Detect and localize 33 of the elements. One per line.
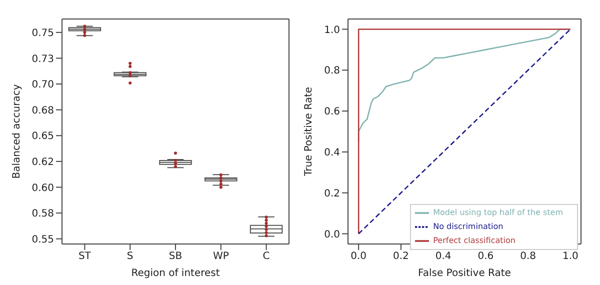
legend-label: Perfect classification bbox=[433, 236, 516, 246]
legend-label: Model using top half of the stem bbox=[433, 208, 563, 218]
y-axis-title: Balanced accuracy bbox=[12, 84, 23, 179]
y-tick-label: 0.0 bbox=[324, 229, 340, 240]
x-tick-label: C bbox=[262, 251, 270, 262]
y-tick-label: 0.8 bbox=[324, 66, 340, 77]
y-tick-label: 0.58 bbox=[32, 208, 54, 220]
y-axis-title: True Positive Rate bbox=[304, 86, 315, 178]
x-axis-title: Region of interest bbox=[131, 268, 220, 279]
x-tick-label: SB bbox=[168, 251, 182, 262]
x-tick-label: 0.8 bbox=[520, 251, 536, 262]
x-tick-label: 0.4 bbox=[435, 251, 452, 262]
y-tick-label: 0.62 bbox=[32, 156, 54, 168]
x-tick-label: ST bbox=[78, 251, 92, 262]
y-tick-label: 0.2 bbox=[324, 188, 340, 200]
y-tick-label: 0.68 bbox=[32, 105, 54, 116]
y-tick-label: 0.60 bbox=[32, 182, 54, 194]
y-tick-label: 0.65 bbox=[32, 131, 54, 142]
x-tick-label: 0.0 bbox=[350, 251, 367, 262]
x-tick-label: 0.6 bbox=[478, 251, 494, 262]
y-tick-label: 0.6 bbox=[324, 106, 340, 118]
x-tick-label: S bbox=[126, 251, 134, 262]
y-tick-label: 0.70 bbox=[32, 80, 54, 91]
y-tick-label: 0.4 bbox=[324, 148, 340, 159]
x-tick-label: 1.0 bbox=[562, 251, 578, 262]
y-tick-label: 1.0 bbox=[324, 24, 340, 36]
legend-label: No discrimination bbox=[433, 222, 504, 232]
y-tick-label: 0.55 bbox=[32, 234, 54, 246]
x-axis-title: False Positive Rate bbox=[418, 268, 511, 279]
y-tick-label: 0.73 bbox=[32, 54, 54, 65]
y-tick-label: 0.75 bbox=[32, 28, 54, 39]
x-tick-label: WP bbox=[212, 251, 229, 262]
x-tick-label: 0.2 bbox=[393, 251, 409, 262]
